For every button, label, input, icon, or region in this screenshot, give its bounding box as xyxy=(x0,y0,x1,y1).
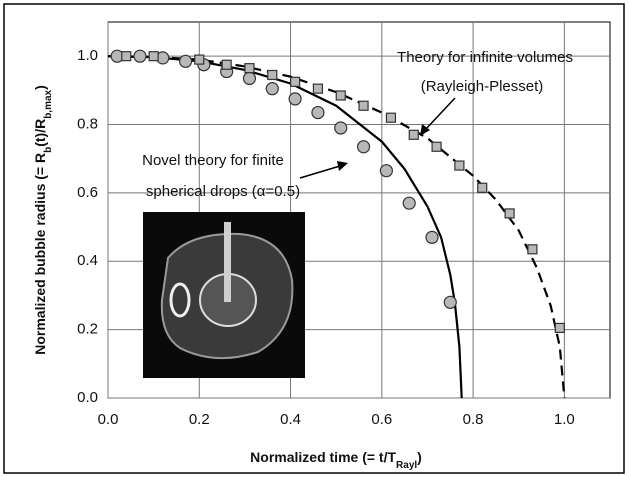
circle-point xyxy=(242,71,257,86)
square-point xyxy=(431,141,442,152)
annotation: (Rayleigh-Plesset) xyxy=(421,78,544,95)
x-tick-label: 0.4 xyxy=(280,411,301,428)
y-axis-label-part: Normalized bubble radius (= R xyxy=(32,153,48,355)
circle-point xyxy=(356,140,371,154)
square-point xyxy=(194,54,205,65)
y-tick-label: 0.4 xyxy=(77,252,98,269)
arrowhead xyxy=(337,161,348,171)
circle-point xyxy=(334,121,348,135)
square-point xyxy=(408,129,419,140)
x-tick-label: 1.0 xyxy=(554,411,575,428)
square-point xyxy=(267,69,278,81)
y-axis-label-part: b,max xyxy=(43,89,54,118)
square-point xyxy=(290,76,301,87)
square-point xyxy=(527,244,538,255)
square-point xyxy=(335,90,346,101)
square-point xyxy=(554,322,565,334)
y-tick-label: 1.0 xyxy=(77,47,98,64)
arrows xyxy=(299,97,456,179)
x-axis-label-part: ) xyxy=(417,449,422,465)
y-axis-label-part: b xyxy=(43,147,54,153)
square-point xyxy=(312,83,324,94)
circle-point xyxy=(178,54,193,68)
x-axis-label-part: Rayl xyxy=(396,460,417,471)
y-tick-label: 0.8 xyxy=(77,116,98,133)
circle-point xyxy=(379,164,393,178)
circle-point xyxy=(265,82,279,96)
circle-point xyxy=(288,92,302,106)
photo-inset xyxy=(143,212,305,378)
square-point xyxy=(221,59,232,70)
x-axis-label: Normalized time (= t/TRayl) xyxy=(250,449,422,471)
annotation: spherical drops (α=0.5) xyxy=(146,183,300,200)
annotation: Theory for infinite volumes xyxy=(397,49,573,66)
y-tick-label: 0.6 xyxy=(77,184,98,201)
frame xyxy=(3,3,625,474)
x-tick-label: 0.0 xyxy=(98,411,119,428)
y-tick-label: 0.0 xyxy=(77,389,98,406)
y-axis-label: Normalized bubble radius (= Rb(t)/Rb,max… xyxy=(32,85,54,355)
square-point xyxy=(148,51,159,62)
x-axis-label-part: Normalized time (= t/T xyxy=(250,449,396,465)
circle-point xyxy=(425,230,439,244)
square-point xyxy=(385,112,397,123)
square-point xyxy=(358,100,369,111)
x-tick-label: 0.8 xyxy=(463,411,484,428)
x-tick-label: 0.6 xyxy=(371,411,392,428)
y-axis-label-part: ) xyxy=(32,85,48,90)
y-tick-label: 0.2 xyxy=(77,321,98,338)
needle xyxy=(224,222,231,302)
circle-point xyxy=(402,196,416,210)
square-point xyxy=(121,51,132,62)
arrow xyxy=(424,97,456,131)
arrow xyxy=(299,165,341,179)
x-tick-label: 0.2 xyxy=(189,411,210,428)
annotation: Novel theory for finite xyxy=(142,152,284,169)
circle-point xyxy=(443,295,457,309)
square-point xyxy=(244,63,255,74)
circle-point xyxy=(133,49,147,63)
square-point xyxy=(454,160,465,171)
y-axis-label-part: (t)/R xyxy=(32,119,48,147)
theory-line xyxy=(107,55,566,399)
circle-point xyxy=(311,105,325,120)
arrowhead xyxy=(420,124,430,136)
square-point xyxy=(504,208,515,219)
square-point xyxy=(477,182,488,193)
reflection xyxy=(169,282,191,318)
